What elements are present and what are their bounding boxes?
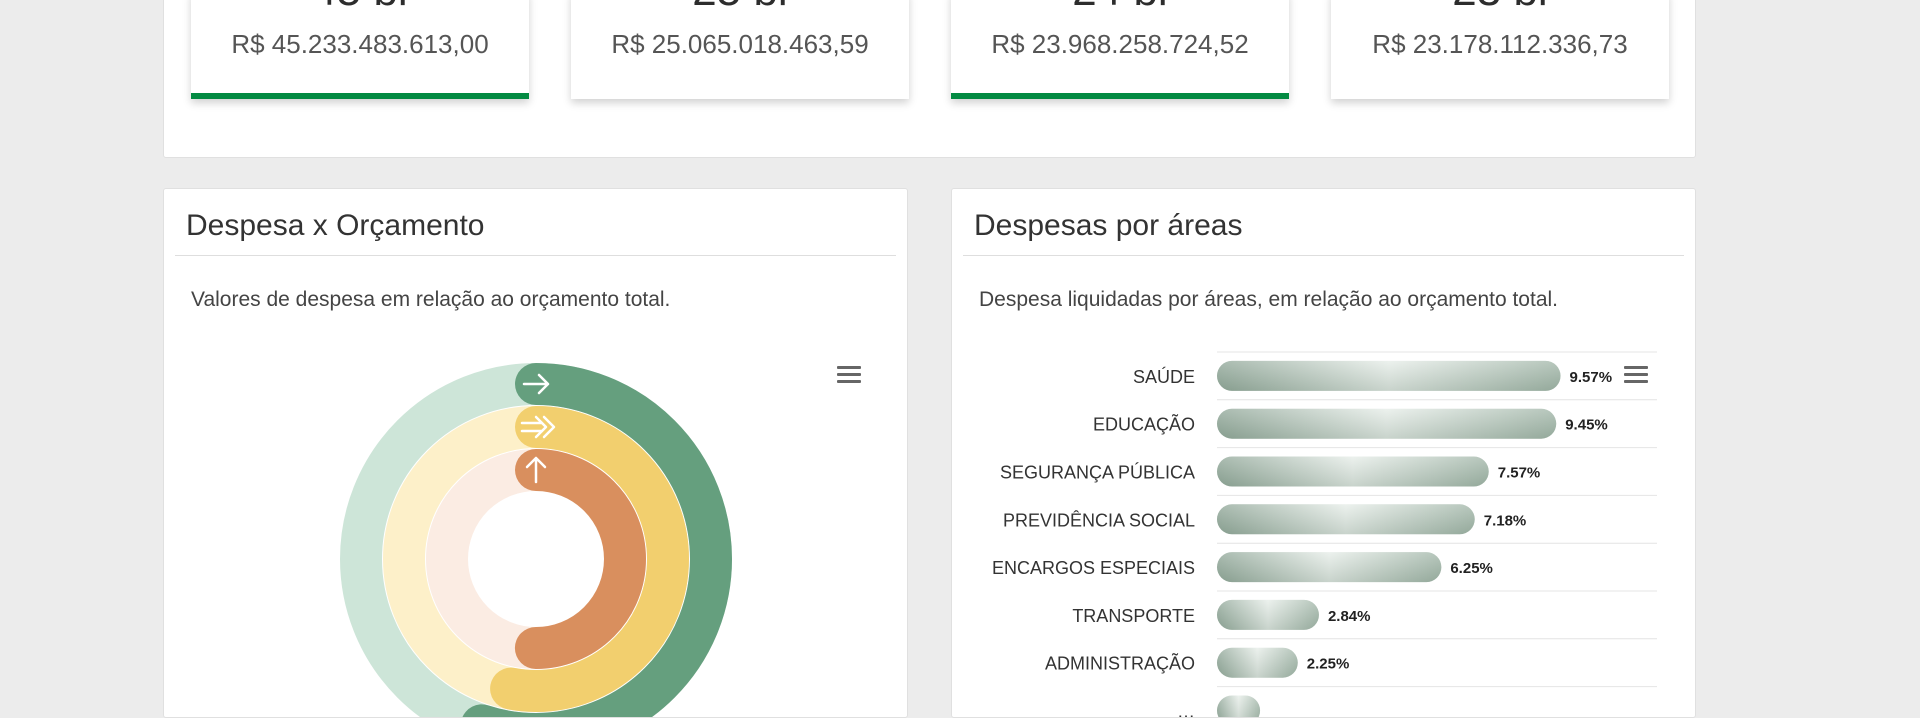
kpi-short-value: 25 bi (571, 0, 909, 13)
data-label: 9.45% (1565, 417, 1608, 434)
data-label: 6.25% (1450, 560, 1493, 577)
kpi-full-value: R$ 23.178.112.336,73 (1331, 29, 1669, 60)
category-label: … (1177, 702, 1195, 718)
kpi-short-value: 45 bi (191, 0, 529, 13)
kpi-short-value: 23 bi (1331, 0, 1669, 13)
bar-shade (1217, 409, 1556, 439)
kpi-card[interactable]: 25 bi R$ 25.065.018.463,59 (571, 0, 909, 99)
kpi-short-value: 24 bi (951, 0, 1289, 13)
category-label: ENCARGOS ESPECIAIS (992, 558, 1195, 578)
kpi-full-value: R$ 25.065.018.463,59 (571, 29, 909, 60)
kpi-full-value: R$ 45.233.483.613,00 (191, 29, 529, 60)
kpi-full-value: R$ 23.968.258.724,52 (951, 29, 1289, 60)
data-label: 7.18% (1484, 512, 1527, 529)
data-label: 7.57% (1498, 465, 1541, 482)
kpi-card[interactable]: 45 bi R$ 45.233.483.613,00 (191, 0, 529, 99)
category-label: SAÚDE (1133, 366, 1195, 387)
kpi-card[interactable]: 23 bi R$ 23.178.112.336,73 (1331, 0, 1669, 99)
category-label: TRANSPORTE (1072, 606, 1195, 626)
bar-shade (1217, 457, 1489, 487)
bar-shade (1217, 648, 1298, 678)
category-label: ADMINISTRAÇÃO (1045, 653, 1195, 674)
areas-bar-chart: SAÚDE 9.57% EDUCAÇÃO 9.45% SEGURANÇA PÚBLICA… (952, 189, 1696, 718)
data-label: 9.57% (1570, 369, 1613, 386)
category-label: PREVIDÊNCIA SOCIAL (1003, 510, 1195, 530)
kpi-panel: 45 bi R$ 45.233.483.613,00 25 bi R$ 25.0… (163, 0, 1696, 158)
hamburger-menu-icon[interactable] (1624, 364, 1648, 384)
budget-radial-chart (164, 189, 908, 718)
bar-shade (1217, 504, 1475, 534)
areas-card: Despesas por áreas Despesa liquidadas po… (951, 188, 1696, 718)
category-label: EDUCAÇÃO (1093, 414, 1195, 435)
bar-shade (1217, 600, 1319, 630)
data-label: 2.84% (1328, 608, 1371, 625)
bar-shade (1217, 696, 1260, 718)
bar-shade (1217, 361, 1561, 391)
data-label: 2.25% (1307, 656, 1350, 673)
budget-card: Despesa x Orçamento Valores de despesa e… (163, 188, 908, 718)
bar-shade (1217, 552, 1441, 582)
kpi-card[interactable]: 24 bi R$ 23.968.258.724,52 (951, 0, 1289, 99)
category-label: SEGURANÇA PÚBLICA (1000, 462, 1195, 483)
